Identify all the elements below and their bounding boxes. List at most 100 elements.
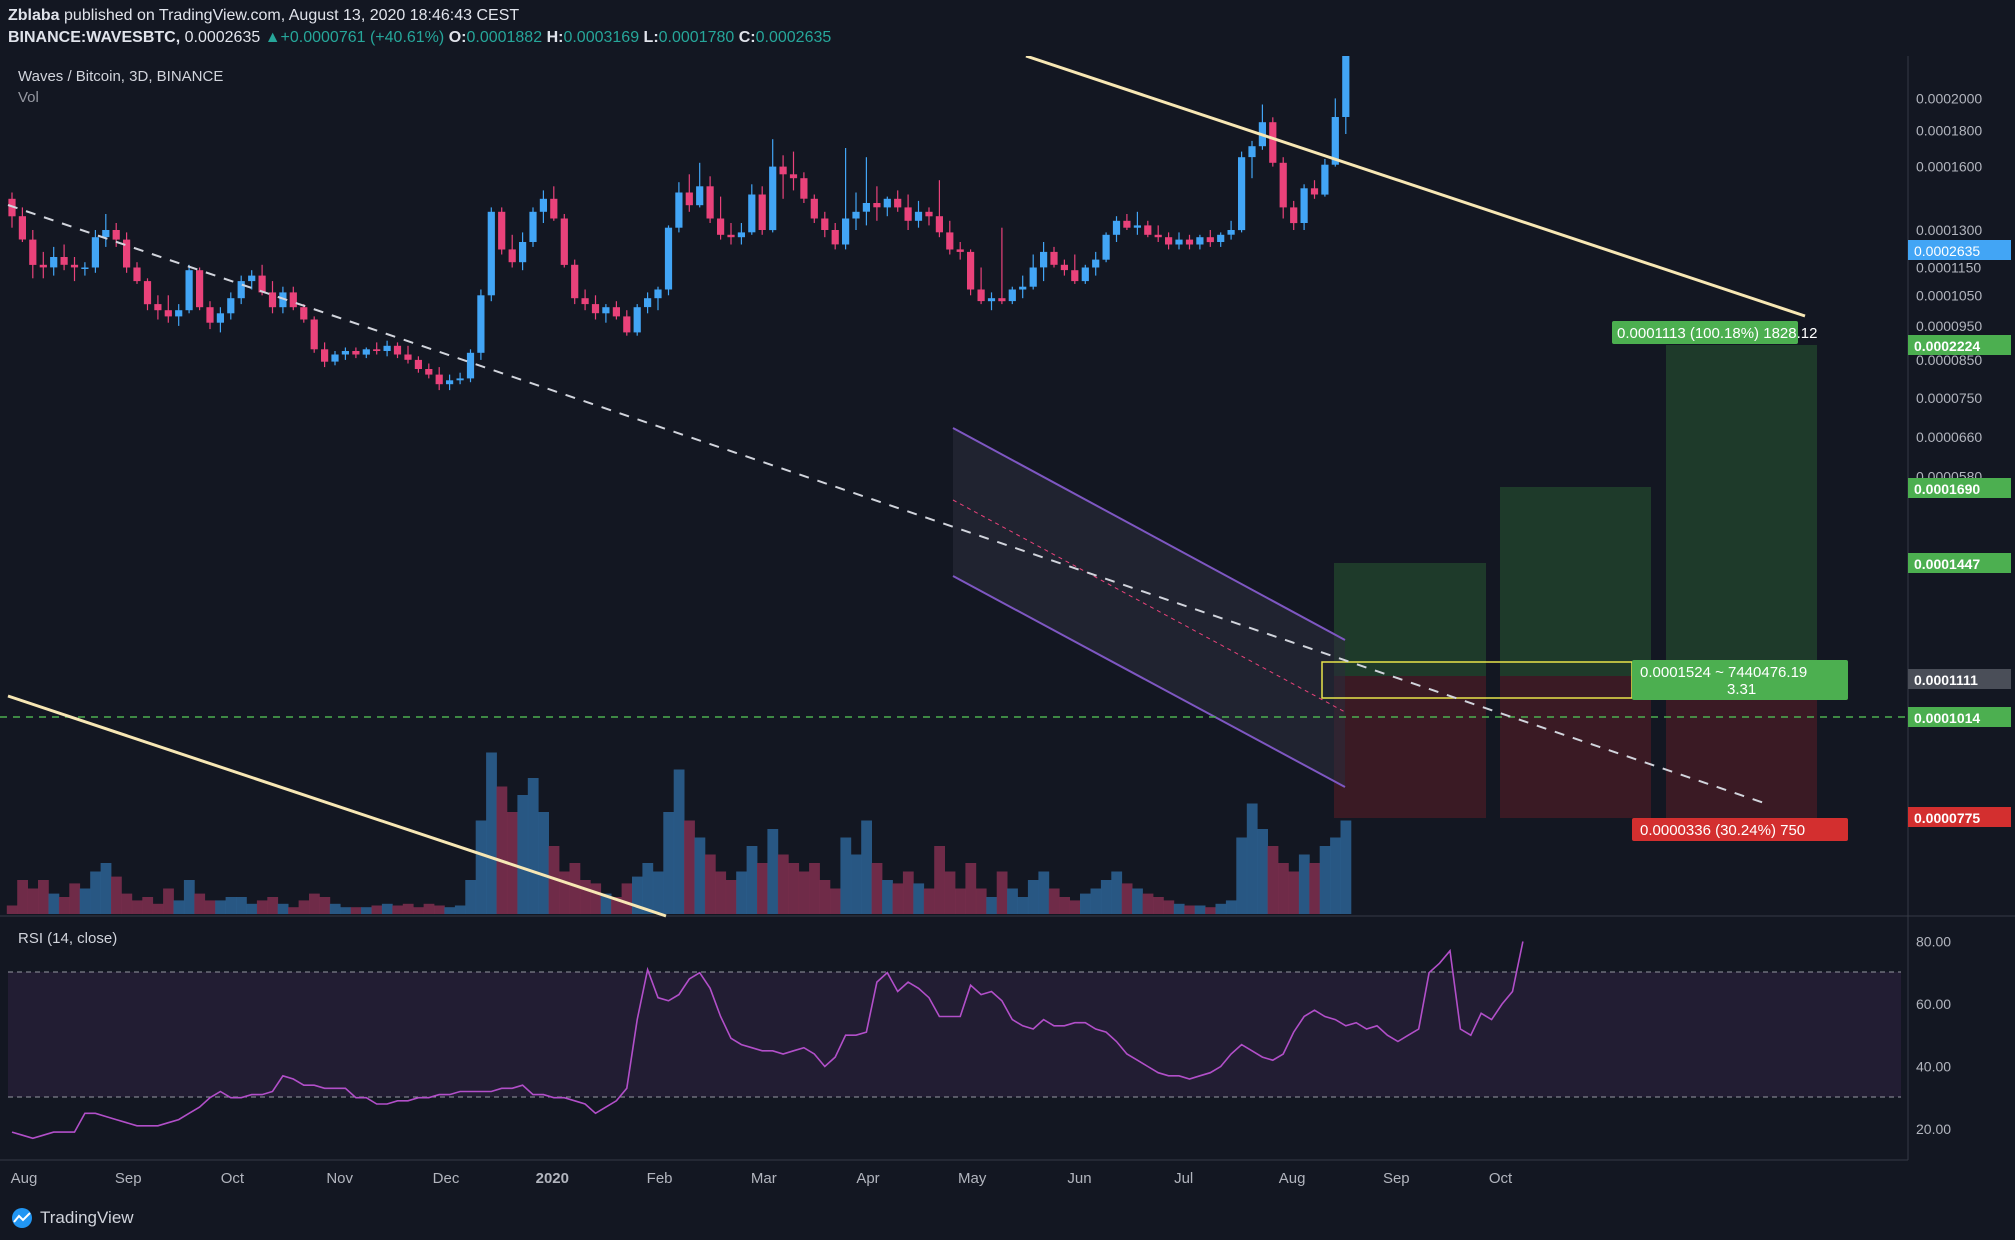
candle bbox=[1185, 234, 1194, 250]
footer: TradingView bbox=[0, 1198, 2015, 1240]
volume-bar bbox=[100, 863, 112, 914]
volume-bar bbox=[38, 880, 49, 914]
volume-bar bbox=[559, 871, 570, 914]
volume-bar bbox=[131, 900, 143, 914]
candle-body bbox=[675, 192, 683, 228]
candle-body bbox=[1092, 259, 1100, 268]
channel-upper-line[interactable] bbox=[952, 427, 1346, 641]
price-chart[interactable]: Waves / Bitcoin, 3D, BINANCE Vol RSI (14… bbox=[0, 56, 2015, 1198]
price-tick-label: 0.0000850 bbox=[1916, 352, 1982, 368]
profit-zone-2 bbox=[1500, 487, 1651, 676]
candle bbox=[227, 292, 235, 320]
close-value: 0.0002635 bbox=[755, 29, 832, 46]
svg-text:0.0001690: 0.0001690 bbox=[1914, 481, 1980, 497]
candle-body bbox=[1040, 251, 1048, 268]
candle-body bbox=[268, 292, 277, 308]
candle-body bbox=[206, 307, 214, 323]
lower-trendline[interactable] bbox=[7, 694, 667, 918]
time-tick-label: Sep bbox=[115, 1170, 142, 1187]
candle bbox=[352, 347, 360, 359]
candle bbox=[1175, 232, 1183, 250]
volume-bar bbox=[996, 871, 1008, 914]
candle-body bbox=[331, 354, 339, 362]
volume-bar bbox=[1173, 903, 1185, 914]
candle-body bbox=[1133, 225, 1141, 228]
candle bbox=[873, 186, 881, 221]
candle-body bbox=[956, 249, 964, 252]
candle-body bbox=[654, 289, 662, 299]
volume-bar bbox=[788, 863, 800, 914]
volume-bar bbox=[590, 883, 602, 914]
entry-label[interactable]: 0.0001524 ~ 7440476.19 3.31 bbox=[1632, 660, 1848, 700]
volume-bar bbox=[381, 903, 393, 914]
candle bbox=[248, 270, 256, 290]
candle-body bbox=[842, 218, 850, 245]
candle-body bbox=[227, 298, 235, 314]
candle-body bbox=[1206, 237, 1214, 243]
candle-body bbox=[1331, 117, 1339, 165]
candle bbox=[1290, 200, 1298, 230]
candle bbox=[404, 345, 412, 364]
candle-body bbox=[373, 349, 381, 351]
candle-body bbox=[112, 230, 120, 240]
candle-body bbox=[571, 264, 579, 299]
candle bbox=[279, 286, 287, 314]
candle bbox=[1060, 259, 1068, 276]
upper-trendline[interactable] bbox=[1025, 56, 1806, 318]
candle bbox=[487, 207, 495, 302]
candle bbox=[196, 267, 204, 311]
volume-bar bbox=[309, 893, 320, 914]
svg-text:0.0001111: 0.0001111 bbox=[1914, 672, 1978, 688]
candle-body bbox=[1112, 220, 1121, 235]
brand[interactable]: TradingView bbox=[10, 1208, 134, 1228]
candle bbox=[435, 367, 443, 391]
candle-body bbox=[664, 227, 673, 290]
author-name[interactable]: Zblaba bbox=[8, 7, 60, 24]
candle bbox=[29, 230, 37, 279]
volume-bar bbox=[527, 778, 539, 914]
candle-body bbox=[216, 313, 224, 323]
candle bbox=[987, 292, 996, 311]
candle-body bbox=[1217, 234, 1225, 242]
candle bbox=[143, 278, 152, 311]
volume-bar bbox=[1090, 888, 1102, 914]
candle-body bbox=[602, 307, 610, 314]
candle bbox=[967, 249, 975, 296]
candle-body bbox=[1185, 239, 1194, 245]
volume-bar bbox=[194, 893, 206, 914]
candle bbox=[571, 259, 579, 305]
stop-label[interactable]: 0.0000336 (30.24%) 750 bbox=[1632, 818, 1848, 841]
profit-zone-3 bbox=[1666, 345, 1817, 676]
volume-bar bbox=[861, 820, 872, 914]
candle-body bbox=[862, 203, 870, 212]
pane-title: Waves / Bitcoin, 3D, BINANCE bbox=[18, 68, 223, 85]
volume-bar bbox=[90, 871, 101, 914]
volume-bar bbox=[830, 888, 841, 914]
svg-text:0.0001014: 0.0001014 bbox=[1914, 710, 1980, 726]
time-tick-label: Oct bbox=[221, 1170, 245, 1187]
channel-lower-line[interactable] bbox=[952, 575, 1346, 788]
price-tag-stop: 0.0000775 bbox=[1908, 807, 2011, 827]
dashed-trendline[interactable] bbox=[7, 204, 1771, 806]
candle-body bbox=[446, 380, 454, 385]
candle bbox=[362, 347, 370, 359]
candle bbox=[612, 301, 620, 320]
candle bbox=[414, 356, 422, 373]
candle-body bbox=[29, 239, 37, 265]
volume-bar bbox=[17, 880, 28, 914]
candle bbox=[1040, 242, 1048, 282]
volume-bar bbox=[975, 888, 987, 914]
candle-body bbox=[1060, 264, 1068, 271]
candle bbox=[1133, 211, 1141, 235]
time-tick-label: Aug bbox=[11, 1170, 38, 1187]
volume-bar bbox=[579, 880, 591, 914]
candle bbox=[1331, 98, 1339, 167]
target-label[interactable]: 0.0001113 (100.18%) 1828.12 bbox=[1612, 321, 1817, 344]
volume-bar bbox=[1215, 903, 1227, 914]
candle-body bbox=[1342, 56, 1350, 118]
candle bbox=[821, 211, 829, 238]
volume-bar bbox=[798, 871, 810, 914]
candle-body bbox=[466, 352, 475, 379]
candle-body bbox=[727, 234, 735, 238]
volume-bar bbox=[673, 769, 685, 914]
